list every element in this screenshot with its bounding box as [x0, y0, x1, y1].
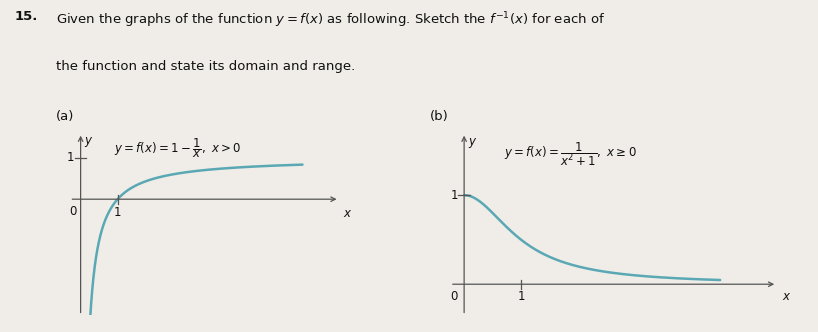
Text: $y = f(x) = 1 - \dfrac{1}{x},\ x > 0$: $y = f(x) = 1 - \dfrac{1}{x},\ x > 0$: [114, 136, 241, 160]
Text: the function and state its domain and range.: the function and state its domain and ra…: [56, 60, 355, 73]
Text: $y$: $y$: [468, 136, 477, 150]
Text: (b): (b): [429, 110, 448, 123]
Text: 1: 1: [517, 290, 525, 303]
Text: 1: 1: [66, 151, 74, 164]
Text: 0: 0: [69, 205, 76, 217]
Text: $y$: $y$: [83, 135, 93, 149]
Text: 0: 0: [450, 290, 457, 302]
Text: $y = f(x) = \dfrac{1}{x^2 + 1},\ x \geq 0$: $y = f(x) = \dfrac{1}{x^2 + 1},\ x \geq …: [504, 140, 636, 168]
Text: $x$: $x$: [782, 290, 791, 303]
Text: 1: 1: [114, 206, 121, 219]
Text: (a): (a): [56, 110, 74, 123]
Text: 15.: 15.: [15, 10, 38, 23]
Text: 1: 1: [451, 189, 458, 202]
Text: $x$: $x$: [344, 207, 353, 220]
Text: Given the graphs of the function $y = f(x)$ as following. Sketch the $f^{-1}(x)$: Given the graphs of the function $y = f(…: [56, 10, 605, 30]
